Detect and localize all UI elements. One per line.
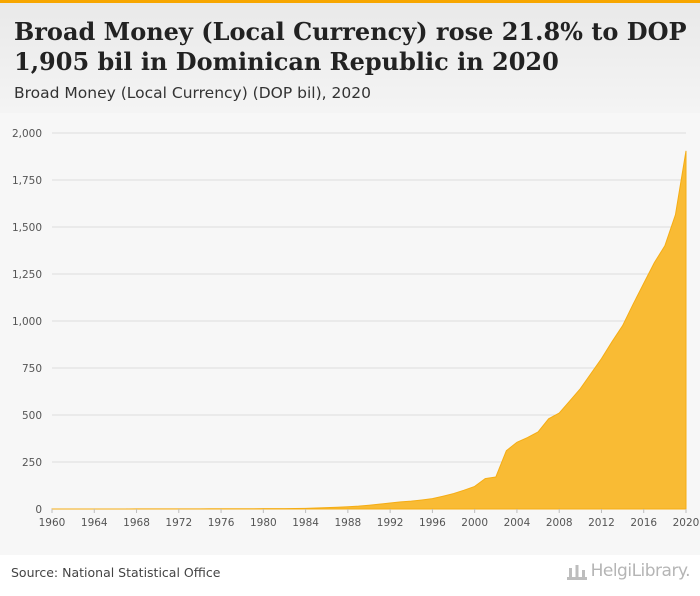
accent-rule [0, 0, 700, 3]
x-tick-label: 2016 [630, 517, 657, 529]
chart-title: Broad Money (Local Currency) rose 21.8% … [14, 17, 687, 76]
y-tick-label: 0 [35, 504, 42, 516]
x-tick-label: 1980 [250, 517, 277, 529]
x-tick-label: 1972 [165, 517, 192, 529]
y-tick-label: 1,750 [12, 175, 42, 187]
x-tick-label: 1960 [39, 517, 66, 529]
x-tick-label: 2020 [673, 517, 700, 529]
x-tick-label: 2008 [546, 517, 573, 529]
x-tick-label: 2012 [588, 517, 615, 529]
y-tick-label: 250 [22, 457, 42, 469]
y-tick-label: 500 [22, 410, 42, 422]
x-tick-label: 1976 [208, 517, 235, 529]
x-tick-label: 2004 [504, 517, 531, 529]
library-icon [566, 565, 587, 580]
y-tick-label: 2,000 [12, 128, 42, 140]
brand-logo: HelgiLibrary. [566, 561, 691, 581]
y-tick-label: 750 [22, 363, 42, 375]
area-chart: 0 250 500 750 1,000 1,250 1,500 1,750 2,000 1960 1… [12, 128, 700, 529]
chart-subtitle: Broad Money (Local Currency) (DOP bil), … [14, 84, 371, 102]
area-series [51, 150, 687, 510]
chart-header: Broad Money (Local Currency) rose 21.8% … [0, 3, 700, 113]
y-tick-label: 1,000 [12, 316, 42, 328]
chart-footer: Source: National Statistical Office Helg… [0, 555, 700, 596]
x-tick-label: 1968 [123, 517, 150, 529]
y-tick-label: 1,250 [12, 269, 42, 281]
x-tick-label: 2000 [461, 517, 488, 529]
y-tick-label: 1,500 [12, 222, 42, 234]
x-tick-label: 1988 [334, 517, 361, 529]
x-tick-label: 1992 [377, 517, 404, 529]
x-tick-label: 1996 [419, 517, 446, 529]
x-tick-label: 1964 [81, 517, 108, 529]
brand-name: HelgiLibrary. [590, 561, 691, 581]
source-note: Source: National Statistical Office [11, 565, 221, 580]
x-tick-label: 1984 [292, 517, 319, 529]
